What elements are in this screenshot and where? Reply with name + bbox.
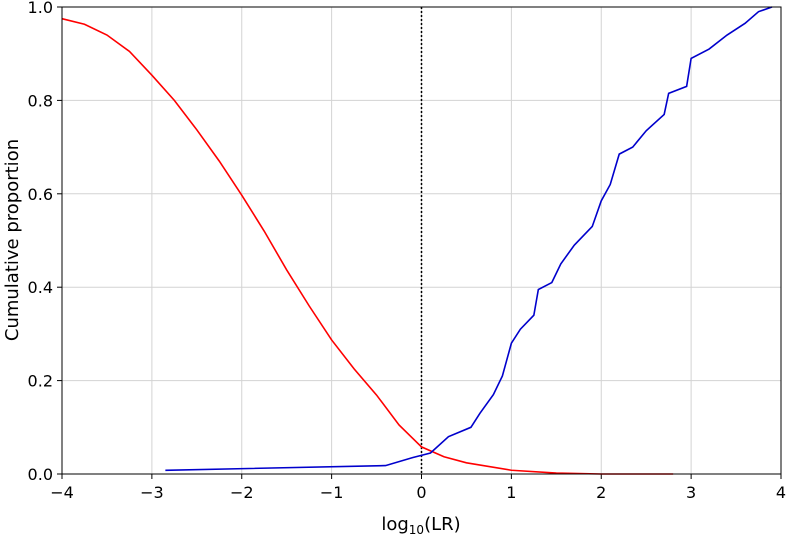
x-axis-label: log10(LR) [381, 514, 460, 537]
x-label-part: log [381, 514, 408, 535]
x-tick-label: 4 [776, 483, 786, 502]
x-tick-label: 0 [416, 483, 426, 502]
x-label-part: (LR) [424, 514, 461, 535]
y-tick-label: 0.6 [28, 185, 53, 204]
plot-frame [61, 6, 782, 475]
x-tick-label: 3 [686, 483, 696, 502]
x-tick-label: 2 [596, 483, 606, 502]
x-tick-label: −3 [140, 483, 164, 502]
x-tick-label: −2 [230, 483, 254, 502]
x-tick-label: −4 [50, 483, 74, 502]
data-line [165, 6, 773, 472]
y-tick-label: 1.0 [28, 0, 53, 17]
x-tick-label: −1 [320, 483, 344, 502]
x-tick-label: 1 [506, 483, 516, 502]
y-tick-label: 0.0 [28, 465, 53, 484]
y-tick-label: 0.8 [28, 91, 53, 110]
data-line [61, 17, 674, 475]
y-axis-label: Cumulative proportion [2, 139, 23, 341]
y-tick-label: 0.2 [28, 372, 53, 391]
x-label-sub: 10 [409, 523, 424, 537]
y-tick-label: 0.4 [28, 278, 53, 297]
